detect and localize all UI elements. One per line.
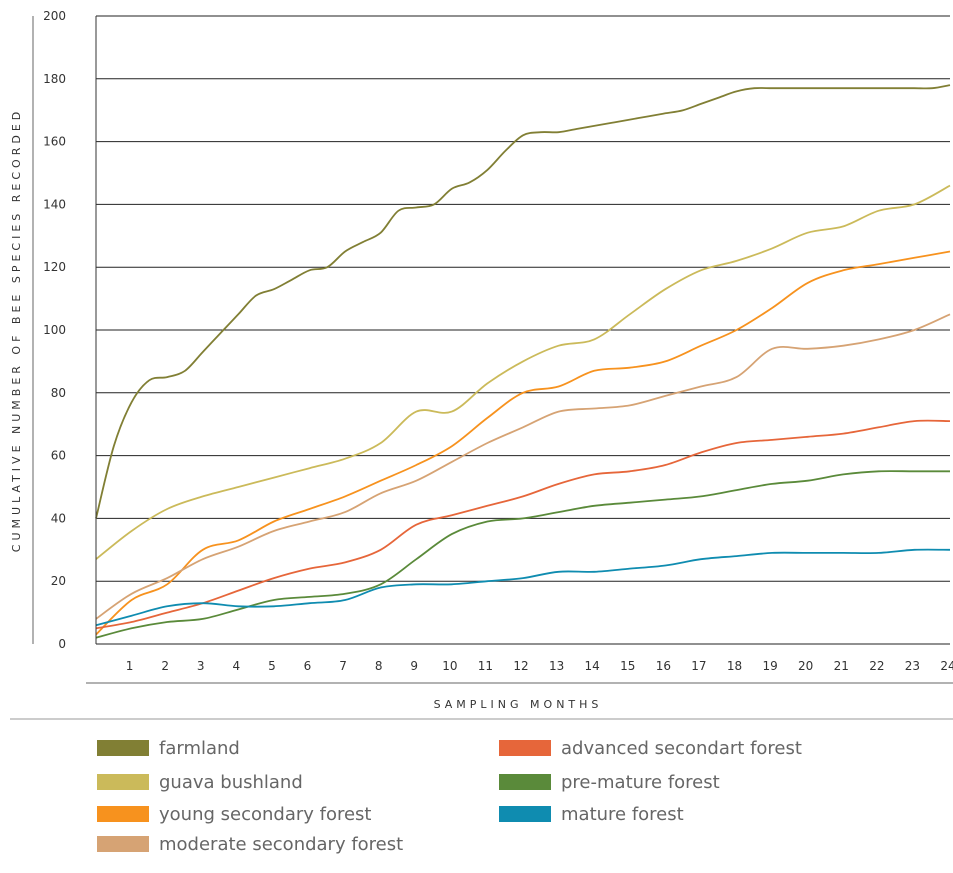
y-tick-140: 140: [43, 197, 66, 211]
x-tick-12: 12: [513, 659, 528, 673]
x-tick-20: 20: [798, 659, 813, 673]
x-tick-22: 22: [869, 659, 884, 673]
y-tick-60: 60: [51, 449, 66, 463]
x-tick-8: 8: [375, 659, 383, 673]
series-line-advanced-secondart-forest: [95, 419, 951, 630]
x-tick-9: 9: [410, 659, 418, 673]
legend-label: young secondary forest: [159, 803, 372, 825]
x-tick-7: 7: [339, 659, 347, 673]
legend-item-guava-bushland: guava bushland: [97, 771, 303, 793]
x-tick-15: 15: [620, 659, 635, 673]
series-lines: [95, 84, 951, 639]
legend-swatch: [97, 774, 149, 790]
legend-swatch: [97, 806, 149, 822]
legend-swatch: [97, 740, 149, 756]
x-tick-2: 2: [161, 659, 169, 673]
y-tick-labels: 0 20 40 60 80 100 120 140 160 180 200: [43, 9, 66, 651]
x-tick-19: 19: [762, 659, 777, 673]
legend-item-moderate-secondary-forest: moderate secondary forest: [97, 833, 404, 855]
x-tick-6: 6: [304, 659, 312, 673]
y-tick-200: 200: [43, 9, 66, 23]
legend-item-young-secondary-forest: young secondary forest: [97, 803, 372, 825]
x-tick-labels: 1 2 3 4 5 6 7 8 9 10 11 12 13 14 15 16 17 18 19 20 21 22 23 24: [126, 659, 953, 673]
series-line-moderate-secondary-forest: [95, 313, 951, 620]
series-line-young-secondary-forest: [95, 250, 951, 636]
x-tick-10: 10: [442, 659, 457, 673]
series-line-farmland: [95, 84, 951, 519]
legend-label: farmland: [159, 737, 240, 759]
x-tick-21: 21: [834, 659, 849, 673]
y-tick-120: 120: [43, 260, 66, 274]
legend-label: advanced secondart forest: [561, 737, 802, 759]
y-tick-80: 80: [51, 386, 66, 400]
legend-item-pre-mature-forest: pre-mature forest: [499, 771, 720, 793]
y-axis-label: CUMULATIVE NUMBER OF BEE SPECIES RECORDE…: [10, 108, 23, 552]
x-axis-label: SAMPLING MONTHS: [434, 698, 603, 711]
series-line-guava-bushland: [95, 184, 951, 560]
x-tick-3: 3: [197, 659, 205, 673]
legend-label: pre-mature forest: [561, 771, 720, 793]
x-tick-18: 18: [727, 659, 742, 673]
legend-item-advanced-secondart-forest: advanced secondart forest: [499, 737, 802, 759]
legend-item-mature-forest: mature forest: [499, 803, 684, 825]
y-tick-20: 20: [51, 574, 66, 588]
y-tick-160: 160: [43, 135, 66, 149]
y-tick-180: 180: [43, 72, 66, 86]
legend-swatch: [97, 836, 149, 852]
legend-swatch: [499, 806, 551, 822]
x-tick-11: 11: [478, 659, 493, 673]
x-tick-1: 1: [126, 659, 134, 673]
legend-label: guava bushland: [159, 771, 303, 793]
series-line-mature-forest: [95, 548, 951, 627]
y-tick-100: 100: [43, 323, 66, 337]
x-tick-14: 14: [585, 659, 600, 673]
legend-label: mature forest: [561, 803, 684, 825]
series-line-pre-mature-forest: [95, 470, 950, 639]
x-tick-16: 16: [656, 659, 671, 673]
x-tick-23: 23: [905, 659, 920, 673]
x-tick-5: 5: [268, 659, 276, 673]
legend-label: moderate secondary forest: [159, 833, 404, 855]
legend-swatch: [499, 740, 551, 756]
y-tick-40: 40: [51, 511, 66, 525]
y-tick-0: 0: [58, 637, 66, 651]
x-tick-24: 24: [940, 659, 953, 673]
x-tick-17: 17: [691, 659, 706, 673]
x-tick-4: 4: [233, 659, 241, 673]
x-tick-13: 13: [549, 659, 564, 673]
legend-swatch: [499, 774, 551, 790]
legend-item-farmland: farmland: [97, 737, 240, 759]
